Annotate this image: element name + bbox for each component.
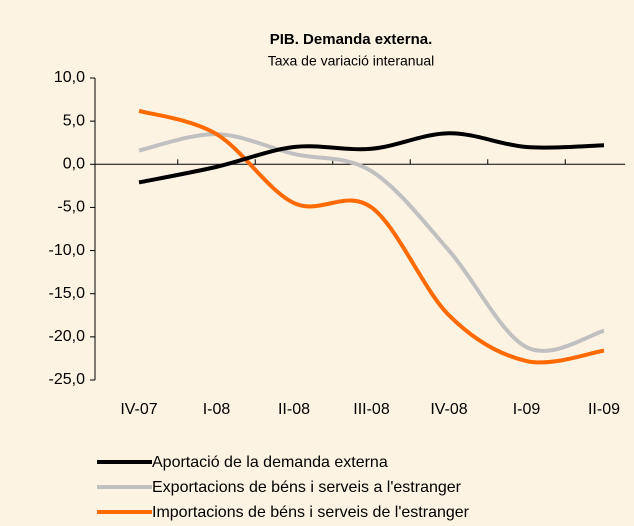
legend-label: Exportacions de béns i serveis a l'estra… bbox=[152, 479, 462, 496]
x-tick-label: III-08 bbox=[353, 401, 390, 418]
legend-label: Aportació de la demanda externa bbox=[152, 454, 388, 471]
x-tick-label: IV-08 bbox=[430, 401, 467, 418]
y-tick-label: -5,0 bbox=[57, 199, 85, 216]
x-tick-label: II-08 bbox=[278, 401, 310, 418]
y-tick-label: -25,0 bbox=[49, 371, 86, 388]
line-series bbox=[138, 108, 605, 365]
x-tick-label: IV-07 bbox=[120, 401, 157, 418]
y-tick-label: -10,0 bbox=[49, 242, 86, 259]
line-series bbox=[138, 131, 605, 185]
x-tick-label: I-09 bbox=[513, 401, 541, 418]
y-tick-label: 5,0 bbox=[63, 112, 85, 129]
chart-subtitle: Taxa de variació interanual bbox=[268, 53, 435, 69]
y-tick-label: -20,0 bbox=[49, 328, 86, 345]
y-tick-label: 0,0 bbox=[63, 156, 85, 173]
y-tick-label: 10,0 bbox=[54, 69, 85, 86]
legend-label: Importacions de béns i serveis de l'estr… bbox=[152, 504, 470, 521]
y-tick-label: -15,0 bbox=[49, 285, 86, 302]
x-tick-label: II-09 bbox=[588, 401, 620, 418]
chart-title: PIB. Demanda externa. bbox=[270, 31, 433, 48]
x-tick-label: I-08 bbox=[203, 401, 231, 418]
